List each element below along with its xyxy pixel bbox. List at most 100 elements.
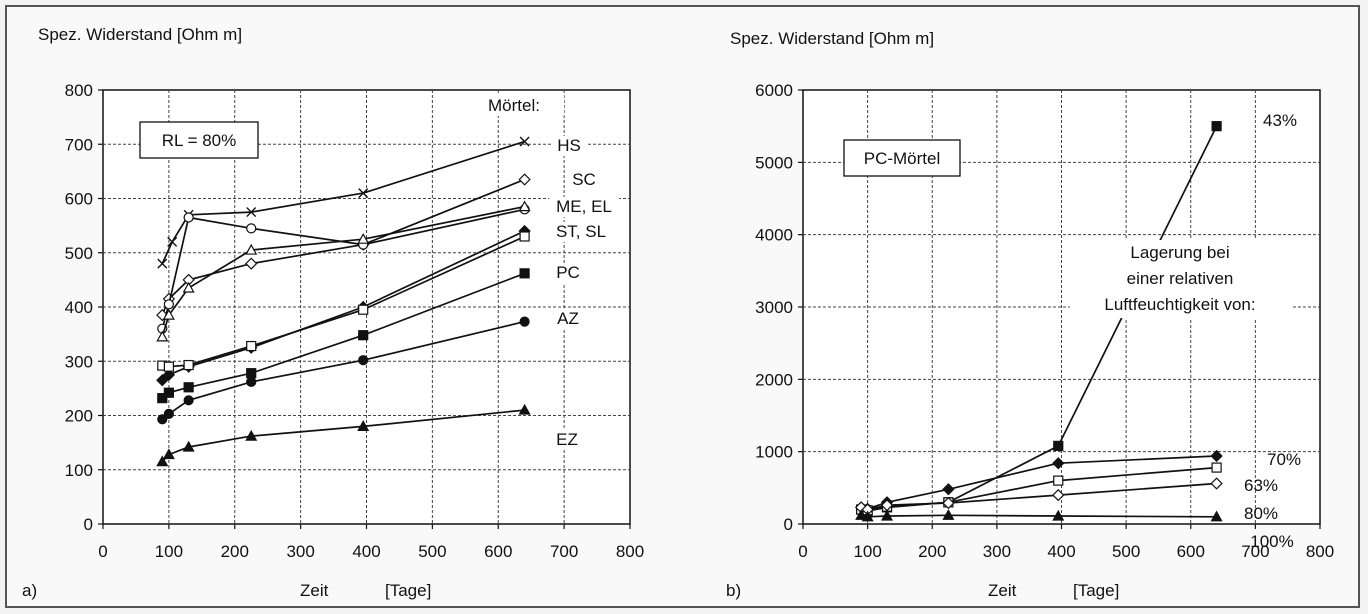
series-label: PC: [556, 263, 580, 282]
data-point: [942, 496, 955, 510]
y-tick-label: 400: [65, 298, 93, 317]
y-tick-label: 6000: [755, 81, 793, 100]
data-point: [245, 243, 258, 255]
data-point: [157, 258, 168, 269]
data-point: [1052, 457, 1065, 470]
x-tick-label: 200: [918, 542, 946, 561]
data-point: [1052, 509, 1065, 521]
series-label: 80%: [1244, 504, 1278, 523]
chart-a: Spez. Widerstand [Ohm m] a) Zeit [Tage] …: [22, 25, 644, 600]
data-point: [1053, 440, 1064, 451]
series-8: [157, 316, 530, 425]
y-tick-label: 2000: [755, 370, 793, 389]
series-9: [156, 403, 531, 467]
data-point: [1052, 488, 1065, 502]
data-point: [183, 359, 194, 371]
data-point: [246, 376, 257, 387]
series-label: EZ: [556, 430, 578, 449]
series-7: [157, 268, 530, 404]
x-tick-label: 100: [155, 542, 183, 561]
x-tick-label: 100: [853, 542, 881, 561]
data-point: [182, 281, 195, 293]
data-point: [246, 223, 257, 234]
series-label: SC: [572, 170, 596, 189]
series-label-bg: [551, 309, 585, 329]
series-label-bg: [551, 136, 587, 156]
x-tick-label: 800: [1306, 542, 1334, 561]
y-tick-label: 300: [65, 352, 93, 371]
data-point: [156, 455, 169, 467]
data-point: [519, 231, 530, 242]
series-label-bg: [550, 222, 612, 242]
series-5: [855, 509, 1223, 522]
data-point: [1053, 475, 1064, 486]
series-label-bg: [567, 170, 601, 190]
data-point: [183, 395, 194, 406]
data-point: [156, 330, 169, 342]
chart-a-panel-label: a): [22, 581, 37, 600]
data-point: [162, 368, 176, 381]
data-point: [1210, 449, 1223, 463]
y-tick-label: 3000: [755, 298, 793, 317]
chart-b-xunit: [Tage]: [1073, 581, 1119, 600]
box-label: PC-Mörtel: [864, 149, 941, 168]
series-4: [156, 200, 531, 342]
series-label: HS: [557, 136, 581, 155]
x-tick-label: 500: [1112, 542, 1140, 561]
series-label-bg: [551, 430, 583, 450]
data-point: [519, 316, 530, 327]
data-point: [183, 382, 194, 393]
data-point: [518, 200, 531, 212]
data-point: [162, 448, 175, 460]
data-point: [518, 173, 531, 186]
data-point: [1210, 477, 1223, 490]
data-point: [357, 232, 370, 244]
data-point: [163, 408, 174, 419]
series-4: [855, 477, 1223, 516]
data-point: [1211, 121, 1222, 132]
x-tick-label: 500: [418, 542, 446, 561]
y-tick-label: 0: [84, 515, 93, 534]
data-point: [156, 374, 169, 387]
y-tick-label: 1000: [755, 443, 793, 462]
series-1: [157, 136, 530, 269]
data-point: [1210, 510, 1223, 522]
x-tick-label: 300: [286, 542, 314, 561]
data-point: [358, 355, 369, 366]
y-tick-label: 500: [65, 244, 93, 263]
data-point: [157, 414, 168, 425]
x-tick-label: 0: [798, 542, 807, 561]
chart-b-title: Spez. Widerstand [Ohm m]: [730, 29, 934, 48]
data-point: [163, 299, 174, 310]
box-label: RL = 80%: [162, 131, 237, 150]
x-tick-label: 700: [1241, 542, 1269, 561]
data-point: [942, 509, 955, 520]
x-tick-label: 400: [352, 542, 380, 561]
series-label: ME, EL: [556, 197, 612, 216]
y-tick-label: 0: [784, 515, 793, 534]
series-label: AZ: [557, 309, 579, 328]
data-point: [246, 340, 257, 352]
data-point: [162, 308, 175, 320]
x-tick-label: 700: [550, 542, 578, 561]
chart-a-xunit: [Tage]: [385, 581, 431, 600]
data-point: [245, 257, 258, 270]
data-point: [245, 429, 258, 441]
data-point: [358, 188, 369, 199]
series-6: [157, 231, 530, 372]
box-label-frame: [139, 121, 259, 159]
data-point: [880, 509, 894, 521]
series-label-bg: [549, 197, 619, 217]
data-point: [163, 387, 174, 398]
x-tick-label: 600: [1177, 542, 1205, 561]
box-label-frame: [843, 139, 961, 177]
data-point: [855, 509, 868, 520]
data-point: [157, 393, 168, 404]
data-point: [163, 361, 174, 372]
data-point: [519, 136, 530, 147]
data-point: [519, 268, 530, 279]
y-tick-label: 5000: [755, 153, 793, 172]
legend-title: Mörtel:: [488, 96, 540, 115]
chart-a-xlabel: Zeit: [300, 581, 329, 600]
